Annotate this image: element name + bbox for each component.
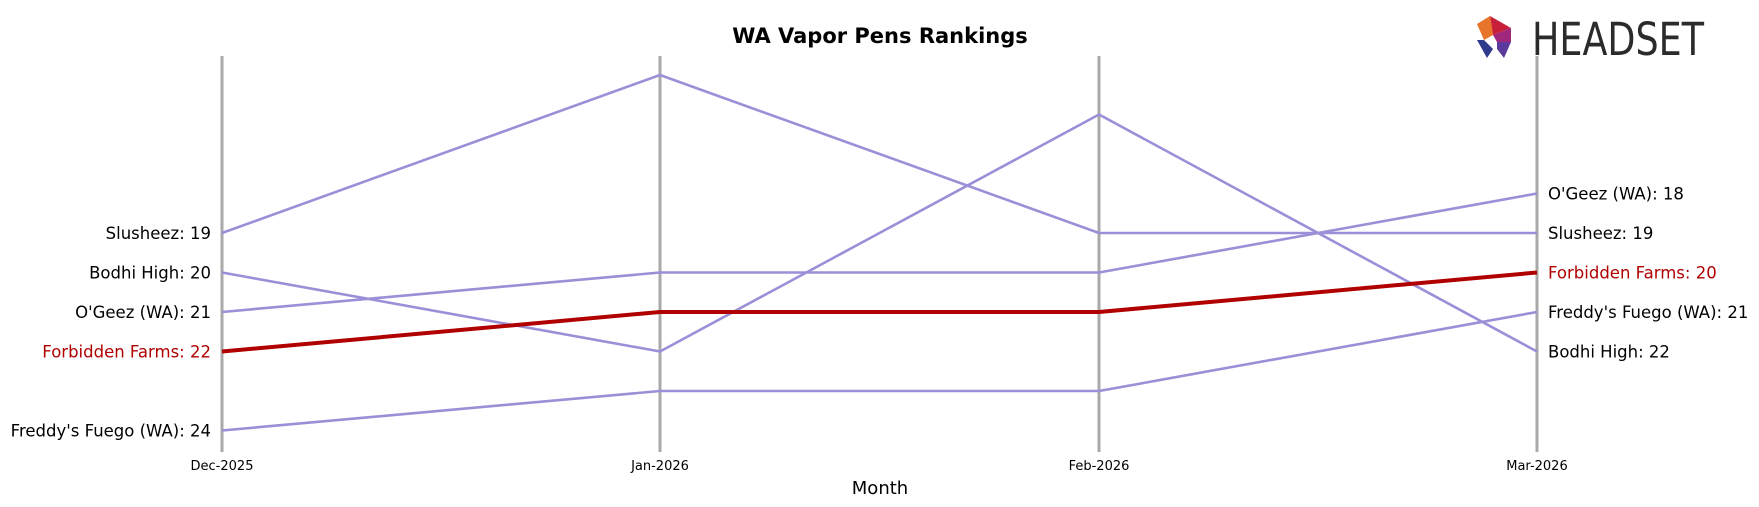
left-end-labels: Slusheez: 19 Bodhi High: 20 O'Geez (WA): 2… <box>11 224 211 441</box>
right-label-freddy-s-fuego-wa: Freddy's Fuego (WA): 21 <box>1548 303 1748 322</box>
chart-title: WA Vapor Pens Rankings <box>732 24 1028 48</box>
right-label-slusheez: Slusheez: 19 <box>1548 224 1653 243</box>
x-tick-jan-2026: Jan-2026 <box>630 459 689 474</box>
headset-logo: HEADSET <box>1477 13 1704 66</box>
x-tick-labels: Dec-2025 Jan-2026 Feb-2026 Mar-2026 <box>191 459 1568 474</box>
left-label-o-geez-wa: O'Geez (WA): 21 <box>75 303 211 322</box>
right-end-labels: O'Geez (WA): 18 Slusheez: 19 Forbidden Far… <box>1548 185 1748 362</box>
x-tick-feb-2026: Feb-2026 <box>1069 459 1130 474</box>
series-line-forbidden-farms <box>221 270 1538 354</box>
left-label-freddy-s-fuego-wa: Freddy's Fuego (WA): 24 <box>11 422 211 441</box>
left-label-slusheez: Slusheez: 19 <box>106 224 211 243</box>
right-label-o-geez-wa: O'Geez (WA): 18 <box>1548 185 1684 204</box>
x-tick-dec-2025: Dec-2025 <box>191 459 254 474</box>
left-label-bodhi-high: Bodhi High: 20 <box>89 264 211 283</box>
series-lines <box>221 73 1538 432</box>
x-axis-label: Month <box>852 478 908 499</box>
left-label-forbidden-farms: Forbidden Farms: 22 <box>42 343 211 362</box>
headset-logo-mark-icon <box>1477 16 1511 58</box>
x-tick-mar-2026: Mar-2026 <box>1506 459 1567 474</box>
headset-logo-text: HEADSET <box>1532 13 1704 66</box>
right-label-forbidden-farms: Forbidden Farms: 20 <box>1548 264 1717 283</box>
right-label-bodhi-high: Bodhi High: 22 <box>1548 343 1670 362</box>
series-line-slusheez <box>221 73 1537 235</box>
month-gridlines <box>220 56 1539 452</box>
series-line-o-geez-wa <box>221 192 1538 314</box>
series-line-freddy-s-fuego-wa <box>221 310 1538 432</box>
